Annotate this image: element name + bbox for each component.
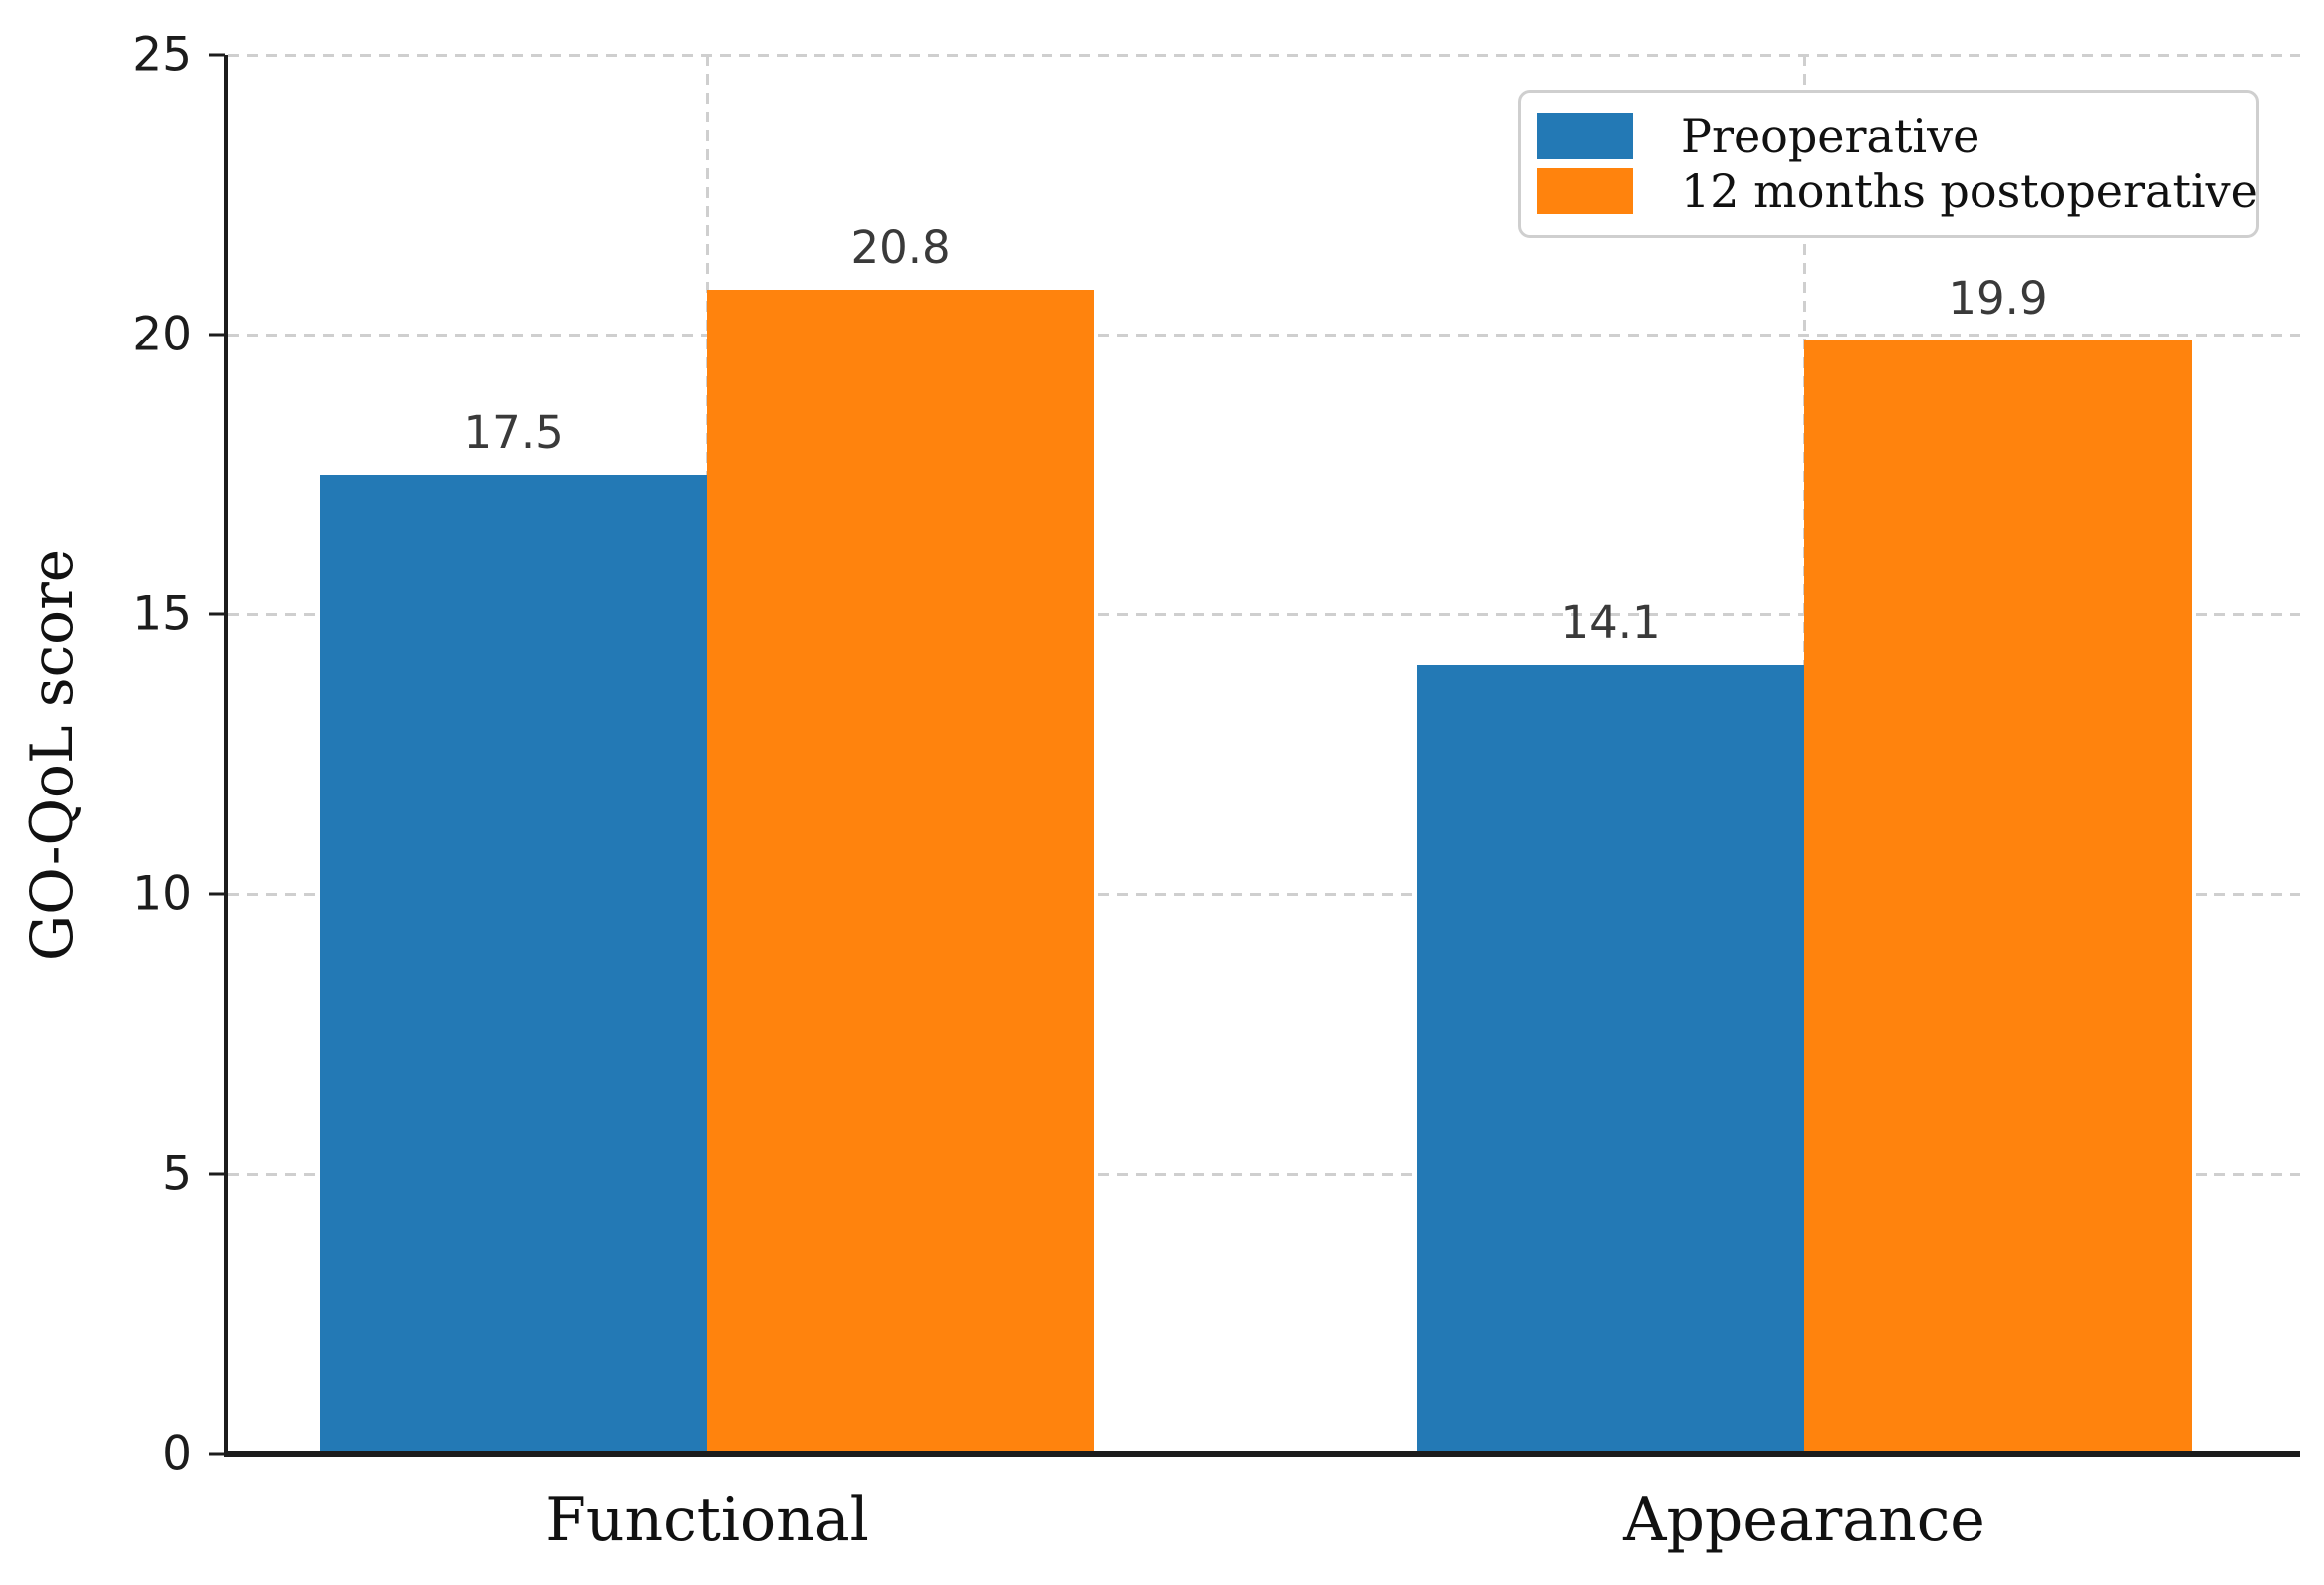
bar-preoperative-functional bbox=[320, 474, 708, 1454]
x-category-label-functional: Functional bbox=[545, 1485, 869, 1555]
gridline-horizontal-10 bbox=[228, 892, 2300, 896]
value-label-preoperative-functional: 17.5 bbox=[463, 405, 564, 459]
x-axis-spine bbox=[224, 1451, 2300, 1457]
y-axis-title: GO-QoL score bbox=[18, 548, 86, 962]
value-label-preoperative-appearance: 14.1 bbox=[1560, 595, 1661, 649]
value-label-12-months-postoperative-functional: 20.8 bbox=[850, 221, 951, 275]
y-tick-mark-20 bbox=[209, 333, 225, 337]
y-tick-label-20: 20 bbox=[132, 307, 192, 362]
y-tick-label-10: 10 bbox=[132, 866, 192, 922]
bar-preoperative-appearance bbox=[1417, 664, 1804, 1454]
y-tick-mark-0 bbox=[209, 1452, 225, 1456]
y-tick-mark-15 bbox=[209, 612, 225, 616]
x-category-label-appearance: Appearance bbox=[1623, 1485, 1985, 1555]
legend-label-12-months-postoperative: 12 months postoperative bbox=[1681, 164, 2258, 219]
plot-area: 0 5 10 15 20 25 17.5 14.1 20.8 19.9 bbox=[132, 32, 2300, 1477]
y-tick-label-25: 25 bbox=[132, 27, 192, 83]
y-tick-mark-5 bbox=[209, 1172, 225, 1176]
bar-12-months-postoperative-appearance bbox=[1804, 340, 2192, 1454]
y-tick-mark-10 bbox=[209, 892, 225, 896]
legend-item-12-months-postoperative: 12 months postoperative bbox=[1537, 164, 2258, 218]
y-tick-label-5: 5 bbox=[162, 1146, 192, 1202]
gridline-horizontal-15 bbox=[228, 612, 2300, 616]
legend-swatch-12-months-postoperative bbox=[1537, 168, 1633, 215]
y-tick-label-0: 0 bbox=[162, 1426, 192, 1481]
gridline-horizontal-20 bbox=[228, 333, 2300, 337]
gridline-horizontal-5 bbox=[228, 1172, 2300, 1176]
legend-item-preoperative: Preoperative bbox=[1537, 110, 2226, 163]
y-tick-mark-25 bbox=[209, 53, 225, 57]
legend-swatch-preoperative bbox=[1537, 113, 1633, 159]
y-tick-label-15: 15 bbox=[132, 586, 192, 642]
bar-12-months-postoperative-functional bbox=[707, 290, 1095, 1454]
y-axis-spine bbox=[224, 55, 228, 1454]
legend: Preoperative 12 months postoperative bbox=[1518, 90, 2259, 238]
gridline-horizontal-25 bbox=[228, 53, 2300, 57]
value-label-12-months-postoperative-appearance: 19.9 bbox=[1948, 271, 2048, 325]
legend-label-preoperative: Preoperative bbox=[1681, 109, 1980, 163]
